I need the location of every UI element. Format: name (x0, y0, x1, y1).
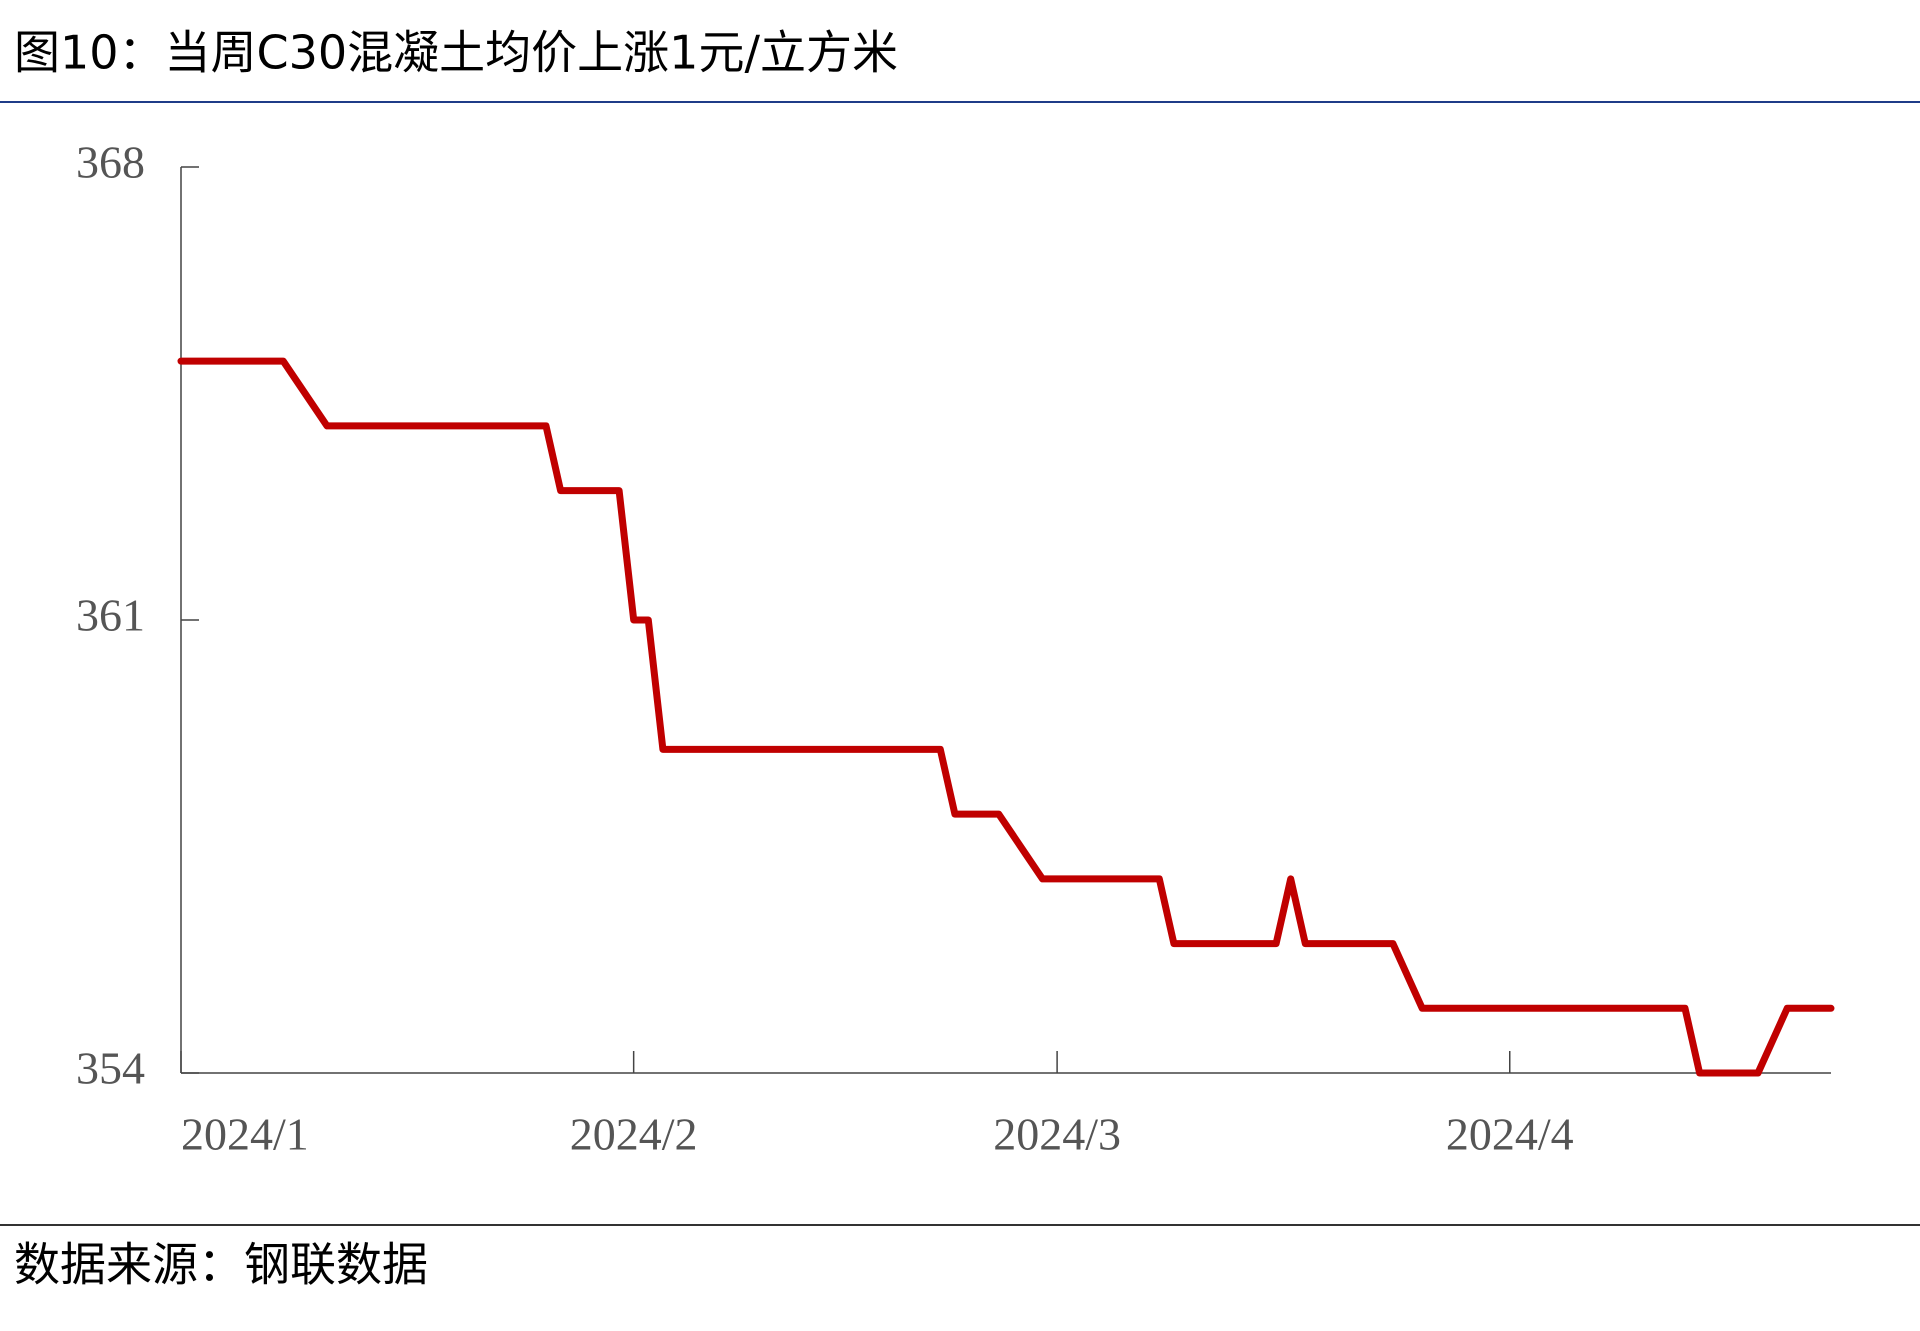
data-line (177, 357, 1835, 1077)
x-tick-label: 2024/2 (570, 1109, 698, 1160)
source-note: 数据来源：钢联数据 (14, 1238, 428, 1292)
chart-title: 图10：当周C30混凝土均价上涨1元/立方米 (14, 26, 898, 80)
x-tick-label: 2024/3 (993, 1109, 1121, 1160)
y-tick-label: 361 (76, 590, 145, 641)
x-tick-label: 2024/1 (181, 1109, 309, 1160)
x-tick-label: 2024/4 (1446, 1109, 1574, 1160)
y-tick-label: 368 (76, 137, 145, 188)
y-tick-label: 354 (76, 1043, 145, 1094)
